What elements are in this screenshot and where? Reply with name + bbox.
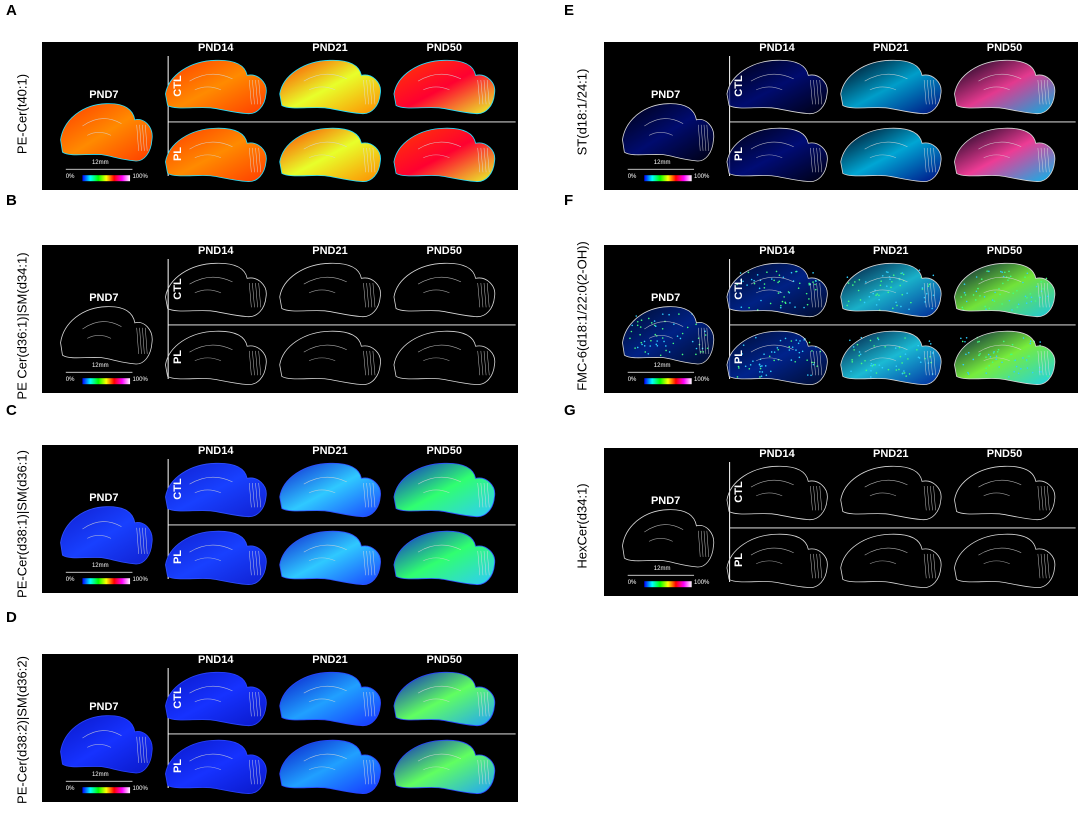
panel-letter-f: F <box>564 192 573 209</box>
panel-letter-c: C <box>6 402 17 419</box>
figure-panel-f: PND7 PND14 PND21 PND50 CTL PL 12mm 0% 100% <box>604 245 1078 393</box>
row-label-ctl: CTL <box>172 279 184 300</box>
panel-image <box>604 245 1078 393</box>
row-label-ctl: CTL <box>172 76 184 97</box>
panel-g-ylabel: HexCer(d34:1) <box>575 483 590 568</box>
panel-e-ylabel: ST(d18:1/24:1) <box>575 69 590 156</box>
colorbar-min-label: 0% <box>628 377 637 383</box>
colorbar-max-label: 100% <box>132 174 147 180</box>
colorbar-min-label: 0% <box>66 786 75 792</box>
colorbar-max-label: 100% <box>694 174 709 180</box>
pnd7-label: PND7 <box>651 495 680 507</box>
pnd7-label: PND7 <box>89 292 118 304</box>
column-header-0: PND14 <box>198 445 233 457</box>
row-label-ctl: CTL <box>172 688 184 709</box>
colorbar-max-label: 100% <box>694 377 709 383</box>
column-header-1: PND21 <box>873 42 908 54</box>
colorbar-min-label: 0% <box>628 580 637 586</box>
row-label-ctl: CTL <box>172 479 184 500</box>
row-label-pl: PL <box>172 350 184 364</box>
column-header-2: PND50 <box>987 448 1022 460</box>
figure-panel-c: PND7 PND14 PND21 PND50 CTL PL 12mm 0% 100% <box>42 445 518 593</box>
row-label-pl: PL <box>172 550 184 564</box>
column-header-1: PND21 <box>312 654 347 666</box>
column-header-0: PND14 <box>759 448 794 460</box>
row-label-pl: PL <box>733 350 745 364</box>
column-header-1: PND21 <box>873 245 908 257</box>
figure-panel-a: PND7 PND14 PND21 PND50 CTL PL 12mm 0% 100% <box>42 42 518 190</box>
column-header-2: PND50 <box>426 42 461 54</box>
column-header-0: PND14 <box>198 42 233 54</box>
panel-b-ylabel: PE Cer(d36:1)|SM(d34:1) <box>15 252 30 399</box>
column-header-2: PND50 <box>987 42 1022 54</box>
pnd7-label: PND7 <box>89 701 118 713</box>
panel-image <box>604 42 1078 190</box>
row-label-pl: PL <box>172 147 184 161</box>
panel-image <box>42 654 518 802</box>
figure-panel-d: PND7 PND14 PND21 PND50 CTL PL 12mm 0% 100% <box>42 654 518 802</box>
column-header-1: PND21 <box>312 42 347 54</box>
figure-panel-g: PND7 PND14 PND21 PND50 CTL PL 12mm 0% 100% <box>604 448 1078 596</box>
pnd7-label: PND7 <box>651 89 680 101</box>
row-label-ctl: CTL <box>733 279 745 300</box>
panel-letter-g: G <box>564 402 576 419</box>
colorbar-max-label: 100% <box>132 577 147 583</box>
scale-bar-label: 12mm <box>92 563 109 569</box>
panel-letter-d: D <box>6 609 17 626</box>
column-header-2: PND50 <box>426 245 461 257</box>
scale-bar-label: 12mm <box>92 160 109 166</box>
scale-bar-label: 12mm <box>92 772 109 778</box>
row-label-ctl: CTL <box>733 482 745 503</box>
column-header-2: PND50 <box>426 654 461 666</box>
colorbar-min-label: 0% <box>66 577 75 583</box>
column-header-2: PND50 <box>987 245 1022 257</box>
column-header-0: PND14 <box>759 42 794 54</box>
scale-bar-label: 12mm <box>654 363 671 369</box>
panel-image <box>42 42 518 190</box>
row-label-pl: PL <box>733 553 745 567</box>
scale-bar-label: 12mm <box>654 160 671 166</box>
panel-c-ylabel: PE-Cer(d38:1)|SM(d36:1) <box>15 450 30 598</box>
panel-image <box>604 448 1078 596</box>
row-label-pl: PL <box>733 147 745 161</box>
colorbar-min-label: 0% <box>66 174 75 180</box>
figure-panel-e: PND7 PND14 PND21 PND50 CTL PL 12mm 0% 100% <box>604 42 1078 190</box>
column-header-1: PND21 <box>312 245 347 257</box>
colorbar-max-label: 100% <box>694 580 709 586</box>
row-label-ctl: CTL <box>733 76 745 97</box>
colorbar-max-label: 100% <box>132 377 147 383</box>
column-header-0: PND14 <box>198 654 233 666</box>
panel-d-ylabel: PE-Cer(d38:2)|SM(d36:2) <box>15 656 30 804</box>
figure-panel-b: PND7 PND14 PND21 PND50 CTL PL 12mm 0% 100% <box>42 245 518 393</box>
colorbar-min-label: 0% <box>628 174 637 180</box>
pnd7-label: PND7 <box>89 89 118 101</box>
panel-letter-e: E <box>564 2 574 19</box>
panel-f-ylabel: FMC-6(d18:1/22:0(2-OH)) <box>575 241 590 391</box>
panel-image <box>42 445 518 593</box>
scale-bar-label: 12mm <box>92 363 109 369</box>
panel-letter-b: B <box>6 192 17 209</box>
panel-image <box>42 245 518 393</box>
pnd7-label: PND7 <box>89 492 118 504</box>
column-header-1: PND21 <box>312 445 347 457</box>
column-header-0: PND14 <box>759 245 794 257</box>
colorbar-max-label: 100% <box>132 786 147 792</box>
colorbar-min-label: 0% <box>66 377 75 383</box>
panel-letter-a: A <box>6 2 17 19</box>
column-header-2: PND50 <box>426 445 461 457</box>
row-label-pl: PL <box>172 759 184 773</box>
scale-bar-label: 12mm <box>654 566 671 572</box>
pnd7-label: PND7 <box>651 292 680 304</box>
column-header-1: PND21 <box>873 448 908 460</box>
column-header-0: PND14 <box>198 245 233 257</box>
panel-a-ylabel: PE-Cer(t40:1) <box>15 74 30 154</box>
